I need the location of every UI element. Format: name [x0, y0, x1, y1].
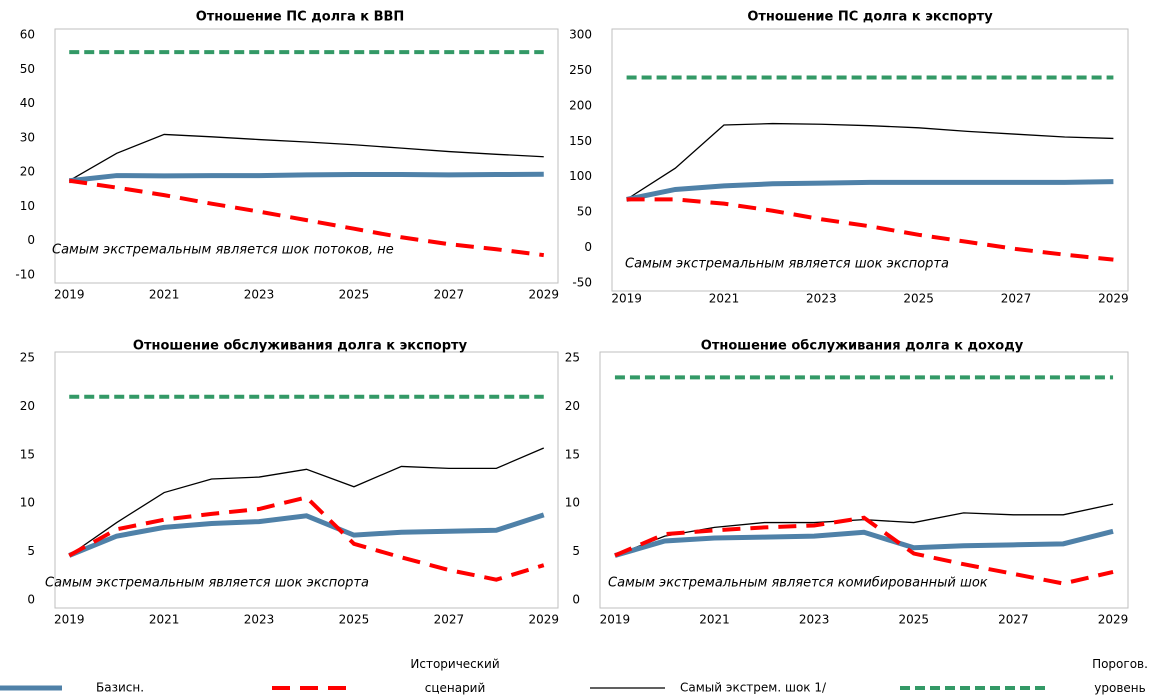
chart-title: Отношение ПС долга к экспорту — [747, 10, 993, 25]
y-tick-label: 0 — [27, 233, 35, 247]
y-tick-label: 10 — [20, 496, 35, 510]
x-tick-label: 2019 — [54, 613, 85, 627]
x-tick-label: 2029 — [528, 613, 559, 627]
y-tick-label: 10 — [565, 496, 580, 510]
y-tick-label: 40 — [20, 96, 35, 110]
series-line — [68, 133, 544, 182]
x-tick-label: 2021 — [709, 292, 740, 306]
y-tick-label: 20 — [20, 165, 35, 179]
x-tick-label: 2025 — [339, 288, 370, 302]
legend-label: Базисн. — [96, 681, 144, 695]
chart-title: Отношение обслуживания долга к экспорту — [133, 339, 468, 354]
chart-title: Отношение обслуживания долга к доходу — [701, 339, 1024, 354]
x-tick-label: 2023 — [244, 613, 275, 627]
x-tick-label: 2023 — [799, 613, 830, 627]
series-line — [68, 171, 544, 184]
legend-label: Самый экстрем. шок 1/ — [680, 681, 827, 695]
y-tick-label: 30 — [20, 130, 35, 144]
x-tick-label: 2023 — [244, 288, 275, 302]
annotation: Самым экстремальным является комибирован… — [608, 576, 988, 591]
series-line — [614, 528, 1114, 558]
y-tick-label: -10 — [15, 268, 35, 282]
series-line — [614, 515, 1114, 586]
y-tick-label: -50 — [572, 276, 592, 290]
series-line — [68, 512, 545, 558]
y-tick-label: 150 — [569, 134, 592, 148]
legend-label: Порогов. уровень — [1092, 657, 1148, 695]
plot-frame — [54, 28, 559, 284]
y-tick-label: 100 — [569, 169, 592, 183]
x-tick-label: 2021 — [149, 613, 180, 627]
y-tick-label: 50 — [577, 205, 592, 219]
y-tick-label: 5 — [27, 544, 35, 558]
y-tick-label: 20 — [565, 399, 580, 413]
y-tick-label: 10 — [20, 199, 35, 213]
x-tick-label: 2023 — [806, 292, 837, 306]
x-tick-label: 2019 — [600, 613, 631, 627]
x-tick-label: 2029 — [1098, 613, 1129, 627]
annotation: Самым экстремальным является шок экспорт… — [625, 257, 949, 272]
y-tick-label: 300 — [569, 28, 592, 42]
series-line — [626, 122, 1114, 200]
chart-title: Отношение ПС долга к ВВП — [196, 10, 405, 25]
y-tick-label: 15 — [20, 447, 35, 461]
y-tick-label: 0 — [584, 240, 592, 254]
y-tick-label: 5 — [572, 544, 580, 558]
x-tick-label: 2027 — [434, 613, 465, 627]
y-tick-label: 20 — [20, 399, 35, 413]
x-tick-label: 2027 — [434, 288, 465, 302]
y-tick-label: 25 — [20, 351, 35, 365]
y-tick-label: 60 — [20, 28, 35, 42]
y-tick-label: 200 — [569, 98, 592, 112]
y-tick-label: 250 — [569, 63, 592, 77]
series-line — [68, 447, 545, 557]
x-tick-label: 2027 — [1001, 292, 1032, 306]
x-tick-label: 2025 — [339, 613, 370, 627]
series-line — [626, 197, 1114, 262]
y-tick-label: 25 — [565, 351, 580, 365]
x-tick-label: 2029 — [528, 288, 559, 302]
annotation: Самым экстремальным является шок экспорт… — [45, 576, 369, 591]
x-tick-label: 2021 — [699, 613, 730, 627]
y-tick-label: 0 — [572, 593, 580, 607]
x-tick-label: 2029 — [1098, 292, 1129, 306]
series-line — [68, 178, 545, 258]
x-tick-label: 2019 — [54, 288, 85, 302]
legend-label: Исторический сценарий — [410, 657, 499, 695]
plot-frame — [599, 351, 1129, 609]
y-tick-label: 15 — [565, 447, 580, 461]
x-tick-label: 2019 — [611, 292, 642, 306]
y-tick-label: 0 — [27, 593, 35, 607]
series-line — [626, 179, 1114, 202]
plot-frame — [611, 28, 1129, 292]
x-tick-label: 2027 — [998, 613, 1029, 627]
x-tick-label: 2025 — [903, 292, 934, 306]
x-tick-label: 2021 — [149, 288, 180, 302]
plot-frame — [54, 351, 559, 609]
annotation: Самым экстремальным является шок потоков… — [52, 243, 394, 258]
x-tick-label: 2025 — [899, 613, 930, 627]
series-line — [68, 495, 545, 582]
y-tick-label: 50 — [20, 62, 35, 76]
